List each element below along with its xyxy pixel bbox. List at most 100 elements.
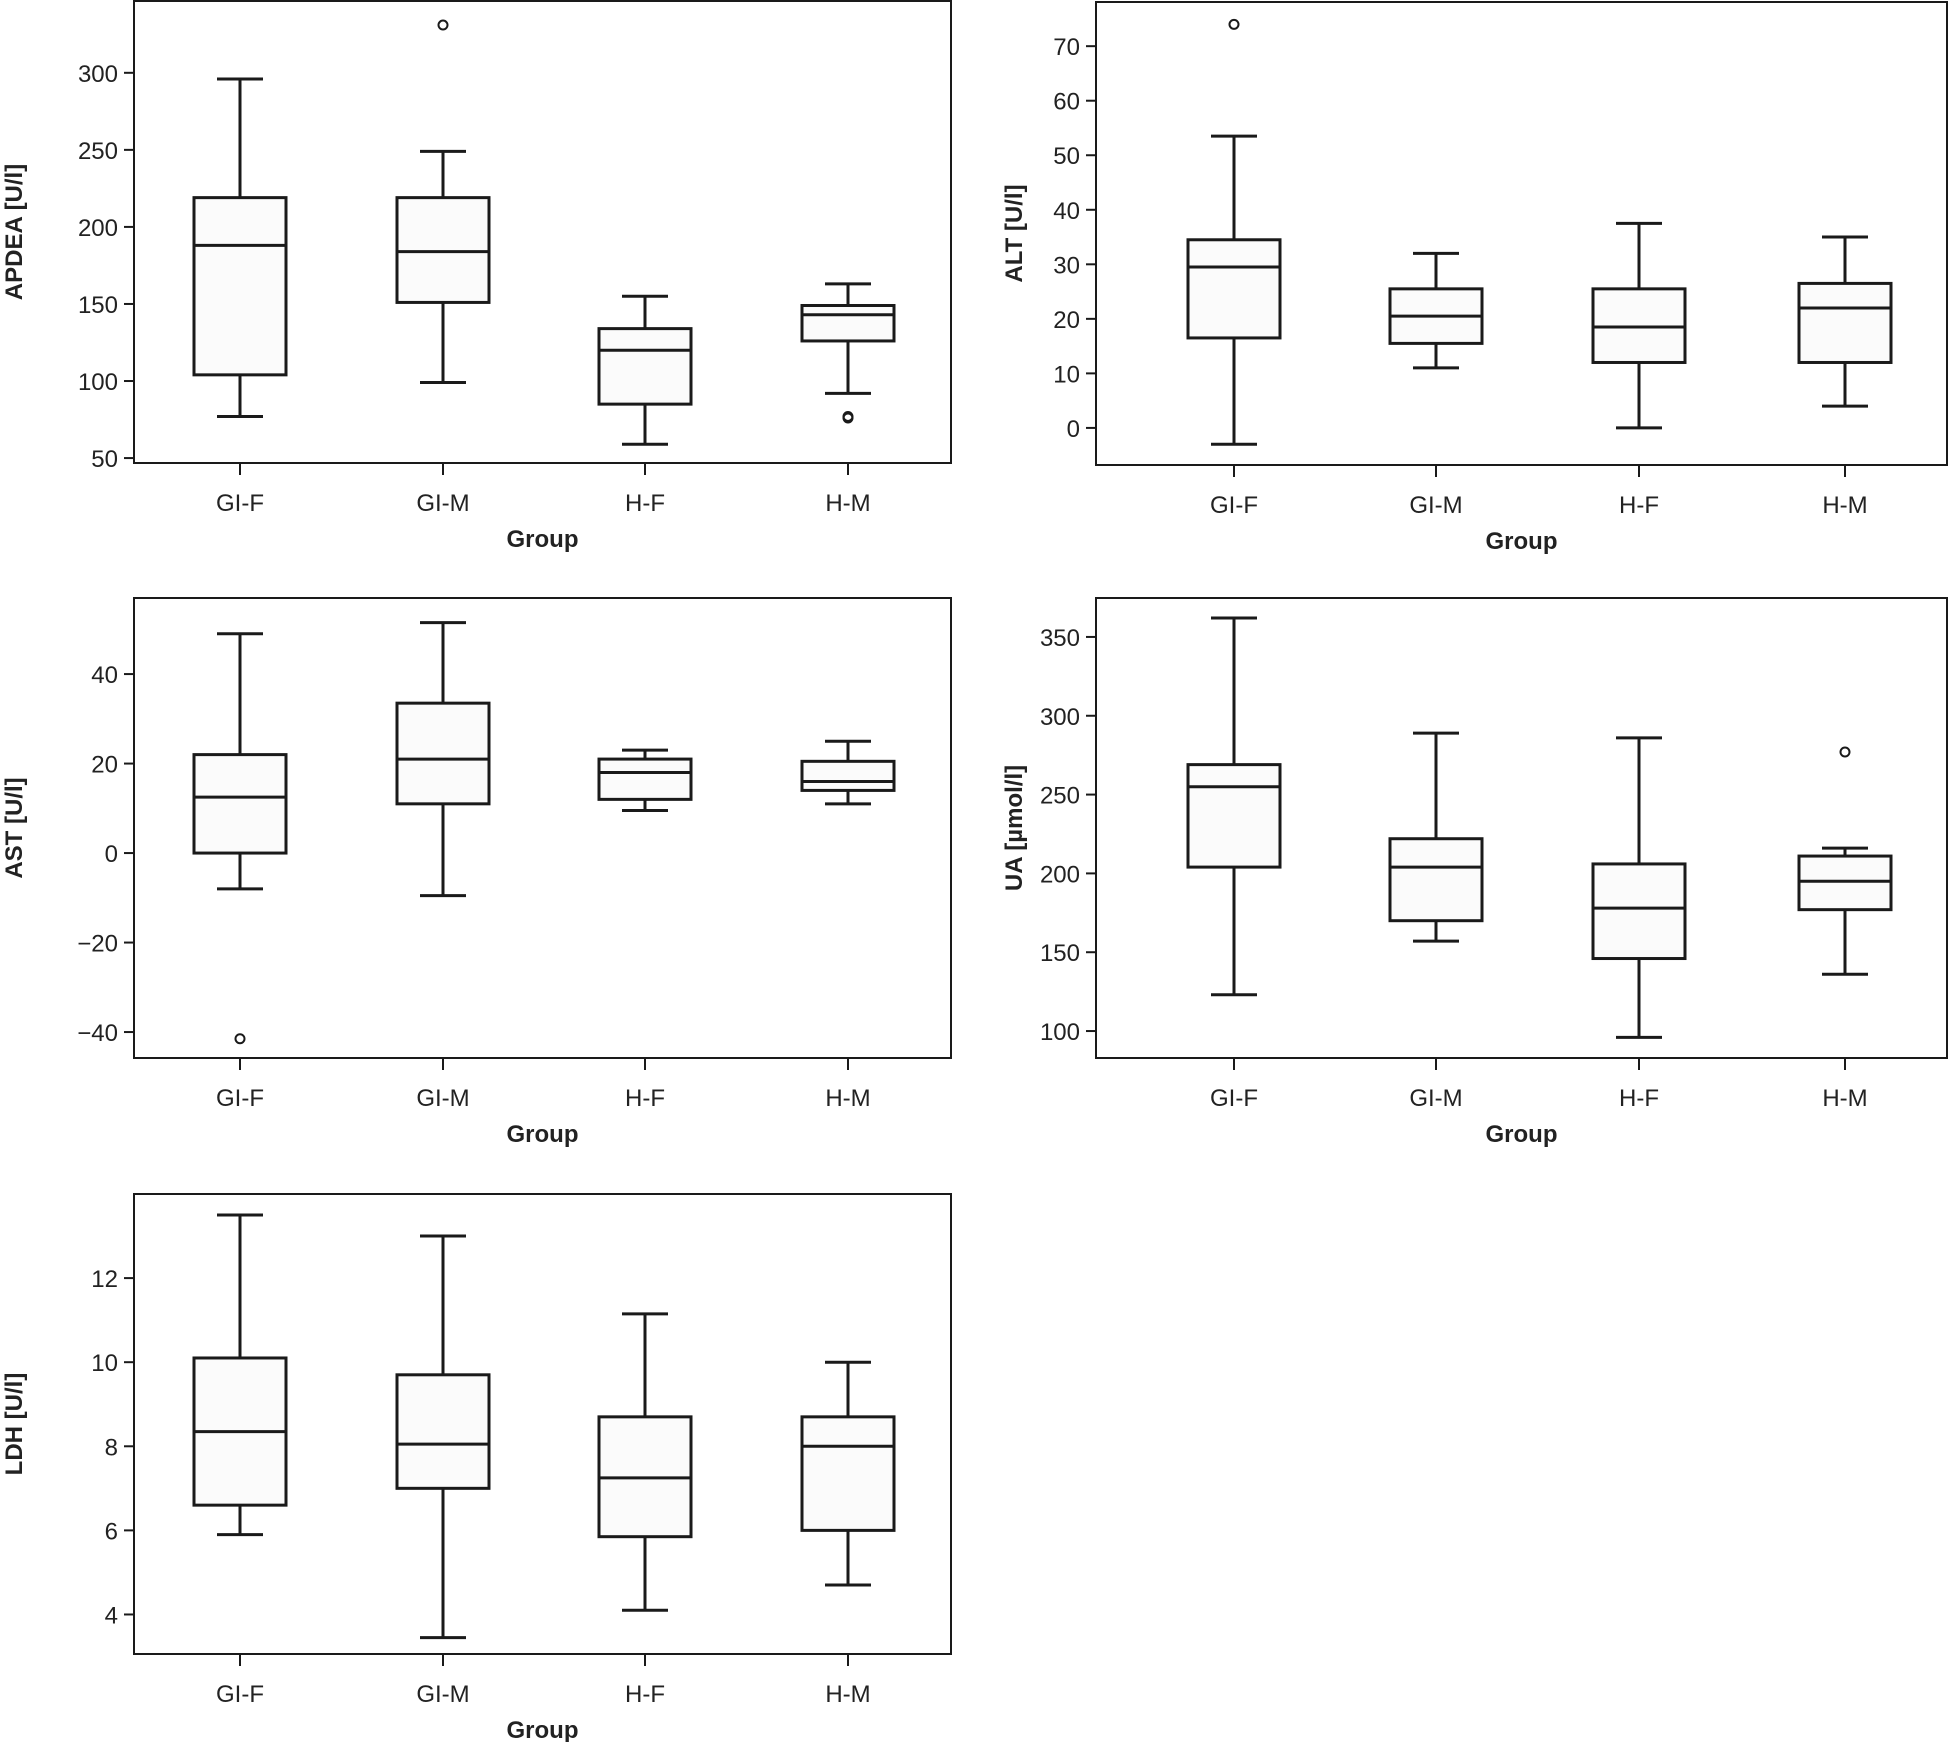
chart-panel-ldh: 4 6 8 10 12 GI-F GI-M H-F H-M Group LDH [U/l] bbox=[1, 1193, 952, 1742]
x-axis-title: Group bbox=[507, 1717, 579, 1742]
iqr-box bbox=[800, 759, 896, 792]
y-tick-label: 350 bbox=[1040, 625, 1080, 652]
outlier-point bbox=[1228, 18, 1240, 30]
box-gi-m bbox=[395, 1234, 491, 1640]
y-tick-label: −20 bbox=[77, 931, 118, 958]
iqr-box bbox=[1186, 238, 1282, 340]
y-tick-label: 250 bbox=[1040, 783, 1080, 810]
x-tick-label: H-F bbox=[625, 1085, 665, 1112]
box-h-m bbox=[800, 1360, 896, 1587]
chart-panel-alt: 0 10 20 30 40 50 60 70 GI-F GI-M H-F H-M Group ALT [U… bbox=[1001, 1, 1948, 555]
y-tick-label: 40 bbox=[1053, 198, 1080, 225]
y-tick-label: 10 bbox=[1053, 361, 1080, 388]
chart-panel-ua: 100 150 200 250 300 350 GI-F GI-M H-F H-M Group UA … bbox=[1001, 597, 1948, 1148]
x-tick-label: H-F bbox=[1619, 1085, 1659, 1112]
y-tick-label: 150 bbox=[78, 292, 118, 319]
x-tick-label: GI-F bbox=[1210, 492, 1258, 519]
x-tick-label: H-M bbox=[1822, 492, 1867, 519]
x-tick-label: H-M bbox=[825, 1681, 870, 1708]
x-tick-label: GI-F bbox=[216, 1085, 264, 1112]
outlier-point bbox=[437, 19, 449, 31]
box-gi-f bbox=[1186, 18, 1282, 446]
x-axis-title: Group bbox=[1486, 528, 1558, 555]
y-tick-label: 10 bbox=[91, 1350, 118, 1377]
y-axis-title: ALT [U/l] bbox=[1001, 184, 1028, 282]
box-h-m bbox=[1797, 235, 1893, 408]
iqr-box bbox=[395, 701, 491, 806]
x-tick-label: GI-M bbox=[416, 490, 469, 517]
x-tick-label: GI-M bbox=[1409, 1085, 1462, 1112]
iqr-box bbox=[1591, 862, 1687, 961]
box-h-m bbox=[800, 739, 896, 806]
outlier-point bbox=[234, 1033, 246, 1045]
x-axis-title: Group bbox=[507, 526, 579, 553]
y-tick-label: 250 bbox=[78, 138, 118, 165]
x-axis-title: Group bbox=[1486, 1121, 1558, 1148]
box-gi-f bbox=[192, 77, 288, 418]
box-gi-m bbox=[395, 19, 491, 385]
plot-frame bbox=[133, 597, 952, 1059]
box-gi-f bbox=[1186, 616, 1282, 997]
chart-panel-apdea: 50 100 150 200 250 300 GI-F GI-M H-F H-M Group APDE… bbox=[1, 0, 952, 553]
y-tick-label: 12 bbox=[91, 1266, 118, 1293]
iqr-box bbox=[1797, 854, 1893, 912]
x-tick-label: H-M bbox=[825, 490, 870, 517]
y-tick-label: 70 bbox=[1053, 34, 1080, 61]
iqr-box bbox=[800, 304, 896, 343]
box-h-f bbox=[1591, 221, 1687, 430]
y-tick-label: 100 bbox=[78, 369, 118, 396]
x-tick-label: H-M bbox=[1822, 1085, 1867, 1112]
y-tick-label: 300 bbox=[1040, 704, 1080, 731]
box-h-f bbox=[1591, 736, 1687, 1039]
y-tick-label: 30 bbox=[1053, 252, 1080, 279]
iqr-box bbox=[192, 196, 288, 377]
x-tick-label: H-F bbox=[625, 490, 665, 517]
y-tick-label: 300 bbox=[78, 61, 118, 88]
x-tick-label: H-F bbox=[625, 1681, 665, 1708]
box-gi-m bbox=[1388, 251, 1484, 370]
box-gi-m bbox=[395, 621, 491, 898]
x-axis-title: Group bbox=[507, 1121, 579, 1148]
y-tick-label: 8 bbox=[105, 1434, 118, 1461]
outlier-point bbox=[842, 410, 854, 422]
plot-frame bbox=[1095, 1, 1948, 466]
y-tick-label: 0 bbox=[1067, 416, 1080, 443]
y-tick-label: 100 bbox=[1040, 1019, 1080, 1046]
x-tick-label: GI-M bbox=[416, 1085, 469, 1112]
box-h-m bbox=[800, 282, 896, 424]
y-tick-label: 4 bbox=[105, 1602, 118, 1629]
iqr-box bbox=[1797, 281, 1893, 364]
y-axis-title: LDH [U/l] bbox=[1, 1373, 28, 1476]
iqr-box bbox=[192, 753, 288, 855]
box-gi-f bbox=[192, 632, 288, 1045]
plot-frame bbox=[133, 1193, 952, 1655]
x-tick-label: GI-F bbox=[1210, 1085, 1258, 1112]
box-gi-f bbox=[192, 1213, 288, 1537]
y-axis-title: APDEA [U/l] bbox=[1, 164, 28, 300]
iqr-box bbox=[395, 1373, 491, 1490]
iqr-box bbox=[800, 1415, 896, 1532]
iqr-box bbox=[395, 196, 491, 304]
y-axis-title: UA [µmol/l] bbox=[1001, 765, 1028, 891]
box-gi-m bbox=[1388, 731, 1484, 943]
y-tick-label: 50 bbox=[1053, 143, 1080, 170]
x-tick-label: GI-F bbox=[216, 490, 264, 517]
y-tick-label: 200 bbox=[78, 215, 118, 242]
iqr-box bbox=[597, 757, 693, 801]
y-tick-label: 50 bbox=[91, 446, 118, 473]
iqr-box bbox=[597, 327, 693, 406]
y-axis-title: AST [U/l] bbox=[1, 777, 28, 878]
iqr-box bbox=[1186, 763, 1282, 869]
box-h-f bbox=[597, 1312, 693, 1612]
x-tick-label: GI-M bbox=[416, 1681, 469, 1708]
y-tick-label: 200 bbox=[1040, 861, 1080, 888]
x-tick-label: H-M bbox=[825, 1085, 870, 1112]
y-tick-label: 20 bbox=[91, 752, 118, 779]
y-tick-label: 60 bbox=[1053, 89, 1080, 116]
y-tick-label: 150 bbox=[1040, 940, 1080, 967]
x-tick-label: GI-F bbox=[216, 1681, 264, 1708]
iqr-box bbox=[1388, 837, 1484, 923]
x-tick-label: GI-M bbox=[1409, 492, 1462, 519]
plot-frame bbox=[1095, 597, 1948, 1059]
